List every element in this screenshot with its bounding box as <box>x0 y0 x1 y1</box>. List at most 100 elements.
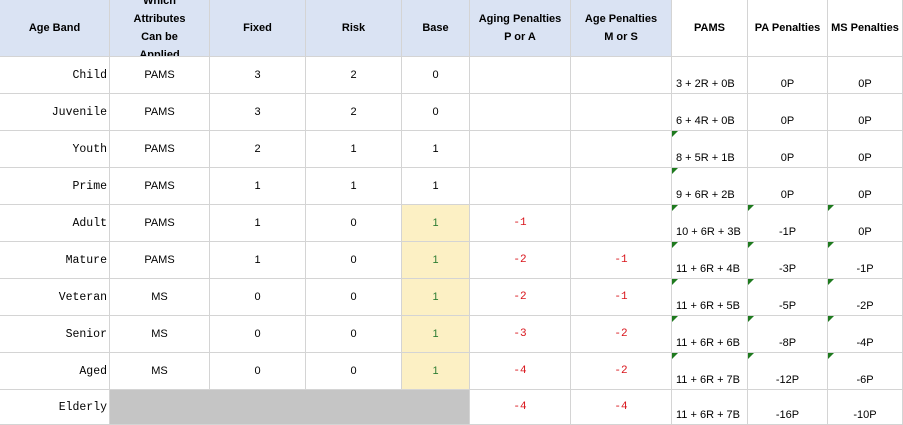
risk-cell[interactable]: 1 <box>306 168 402 205</box>
header-age-band[interactable]: Age Band <box>0 0 110 57</box>
age-band-cell[interactable]: Aged <box>0 353 110 390</box>
header-pams[interactable]: PAMS <box>672 0 748 57</box>
attributes-cell[interactable]: MS <box>110 316 210 353</box>
age-band-cell[interactable]: Youth <box>0 131 110 168</box>
pams-formula-cell[interactable]: 11 + 6R + 7B <box>672 353 748 390</box>
base-cell[interactable]: 0 <box>402 94 470 131</box>
base-cell[interactable]: 1 <box>402 353 470 390</box>
attributes-cell[interactable]: MS <box>110 353 210 390</box>
age-penalty-cell[interactable] <box>571 57 672 94</box>
ms-penalty-cell[interactable]: -4P <box>828 316 903 353</box>
ms-penalty-cell[interactable]: 0P <box>828 131 903 168</box>
attributes-cell[interactable]: PAMS <box>110 205 210 242</box>
age-penalty-cell[interactable] <box>571 94 672 131</box>
fixed-cell[interactable]: 0 <box>210 316 306 353</box>
fixed-cell[interactable]: 3 <box>210 94 306 131</box>
risk-cell[interactable]: 2 <box>306 94 402 131</box>
aging-penalty-cell[interactable]: -1 <box>470 205 571 242</box>
pa-penalty-cell[interactable]: -1P <box>748 205 828 242</box>
aging-penalty-cell[interactable]: -4 <box>470 353 571 390</box>
base-cell[interactable]: 1 <box>402 168 470 205</box>
pa-penalty-cell[interactable]: 0P <box>748 94 828 131</box>
ms-penalty-cell[interactable]: -10P <box>828 390 903 425</box>
age-band-cell[interactable]: Prime <box>0 168 110 205</box>
ms-penalty-cell[interactable]: -2P <box>828 279 903 316</box>
pams-formula-cell[interactable]: 10 + 6R + 3B <box>672 205 748 242</box>
age-band-cell[interactable]: Senior <box>0 316 110 353</box>
risk-cell[interactable]: 1 <box>306 131 402 168</box>
fixed-cell[interactable]: 1 <box>210 168 306 205</box>
header-base[interactable]: Base <box>402 0 470 57</box>
pams-formula-cell[interactable]: 11 + 6R + 5B <box>672 279 748 316</box>
age-band-cell[interactable]: Child <box>0 57 110 94</box>
fixed-cell[interactable]: 2 <box>210 131 306 168</box>
risk-cell[interactable]: 0 <box>306 279 402 316</box>
risk-cell[interactable]: 0 <box>306 353 402 390</box>
age-band-cell[interactable]: Mature <box>0 242 110 279</box>
aging-penalty-cell[interactable] <box>470 94 571 131</box>
header-pa-penalties[interactable]: PA Penalties <box>748 0 828 57</box>
ms-penalty-cell[interactable]: 0P <box>828 168 903 205</box>
base-cell[interactable]: 0 <box>402 57 470 94</box>
attributes-cell[interactable]: PAMS <box>110 242 210 279</box>
attributes-cell[interactable]: PAMS <box>110 131 210 168</box>
risk-cell[interactable]: 0 <box>306 242 402 279</box>
fixed-cell[interactable]: 3 <box>210 57 306 94</box>
fixed-cell[interactable]: 0 <box>210 279 306 316</box>
age-band-cell[interactable]: Elderly <box>0 390 110 425</box>
header-ms-penalties[interactable]: MS Penalties <box>828 0 903 57</box>
attributes-cell[interactable]: PAMS <box>110 57 210 94</box>
header-which-attributes[interactable]: Which Attributes Can be Applied <box>110 0 210 57</box>
aging-penalty-cell[interactable] <box>470 168 571 205</box>
ms-penalty-cell[interactable]: 0P <box>828 205 903 242</box>
pa-penalty-cell[interactable]: -3P <box>748 242 828 279</box>
age-penalty-cell[interactable]: -1 <box>571 279 672 316</box>
pa-penalty-cell[interactable]: 0P <box>748 168 828 205</box>
age-penalty-cell[interactable] <box>571 205 672 242</box>
pa-penalty-cell[interactable]: 0P <box>748 131 828 168</box>
attributes-cell[interactable]: MS <box>110 279 210 316</box>
age-band-cell[interactable]: Adult <box>0 205 110 242</box>
pams-formula-cell[interactable]: 9 + 6R + 2B <box>672 168 748 205</box>
aging-penalty-cell[interactable] <box>470 131 571 168</box>
ms-penalty-cell[interactable]: -1P <box>828 242 903 279</box>
header-risk[interactable]: Risk <box>306 0 402 57</box>
pa-penalty-cell[interactable]: -5P <box>748 279 828 316</box>
age-band-cell[interactable]: Veteran <box>0 279 110 316</box>
attributes-cell[interactable]: PAMS <box>110 94 210 131</box>
pams-formula-cell[interactable]: 11 + 6R + 6B <box>672 316 748 353</box>
age-penalty-cell[interactable] <box>571 131 672 168</box>
age-penalty-cell[interactable]: -2 <box>571 316 672 353</box>
ms-penalty-cell[interactable]: 0P <box>828 94 903 131</box>
aging-penalty-cell[interactable]: -2 <box>470 279 571 316</box>
aging-penalty-cell[interactable]: -2 <box>470 242 571 279</box>
risk-cell[interactable]: 0 <box>306 205 402 242</box>
risk-cell[interactable]: 2 <box>306 57 402 94</box>
merged-empty-cell[interactable] <box>110 390 470 425</box>
ms-penalty-cell[interactable]: 0P <box>828 57 903 94</box>
pa-penalty-cell[interactable]: -16P <box>748 390 828 425</box>
header-fixed[interactable]: Fixed <box>210 0 306 57</box>
aging-penalty-cell[interactable] <box>470 57 571 94</box>
base-cell[interactable]: 1 <box>402 316 470 353</box>
base-cell[interactable]: 1 <box>402 131 470 168</box>
pams-formula-cell[interactable]: 11 + 6R + 4B <box>672 242 748 279</box>
pams-formula-cell[interactable]: 3 + 2R + 0B <box>672 57 748 94</box>
age-penalty-cell[interactable]: -4 <box>571 390 672 425</box>
ms-penalty-cell[interactable]: -6P <box>828 353 903 390</box>
header-aging-penalties[interactable]: Aging Penalties P or A <box>470 0 571 57</box>
aging-penalty-cell[interactable]: -4 <box>470 390 571 425</box>
age-penalty-cell[interactable]: -2 <box>571 353 672 390</box>
pams-formula-cell[interactable]: 6 + 4R + 0B <box>672 94 748 131</box>
age-penalty-cell[interactable]: -1 <box>571 242 672 279</box>
risk-cell[interactable]: 0 <box>306 316 402 353</box>
pa-penalty-cell[interactable]: -12P <box>748 353 828 390</box>
pa-penalty-cell[interactable]: -8P <box>748 316 828 353</box>
fixed-cell[interactable]: 1 <box>210 242 306 279</box>
base-cell[interactable]: 1 <box>402 205 470 242</box>
pa-penalty-cell[interactable]: 0P <box>748 57 828 94</box>
pams-formula-cell[interactable]: 11 + 6R + 7B <box>672 390 748 425</box>
pams-formula-cell[interactable]: 8 + 5R + 1B <box>672 131 748 168</box>
age-band-cell[interactable]: Juvenile <box>0 94 110 131</box>
base-cell[interactable]: 1 <box>402 242 470 279</box>
